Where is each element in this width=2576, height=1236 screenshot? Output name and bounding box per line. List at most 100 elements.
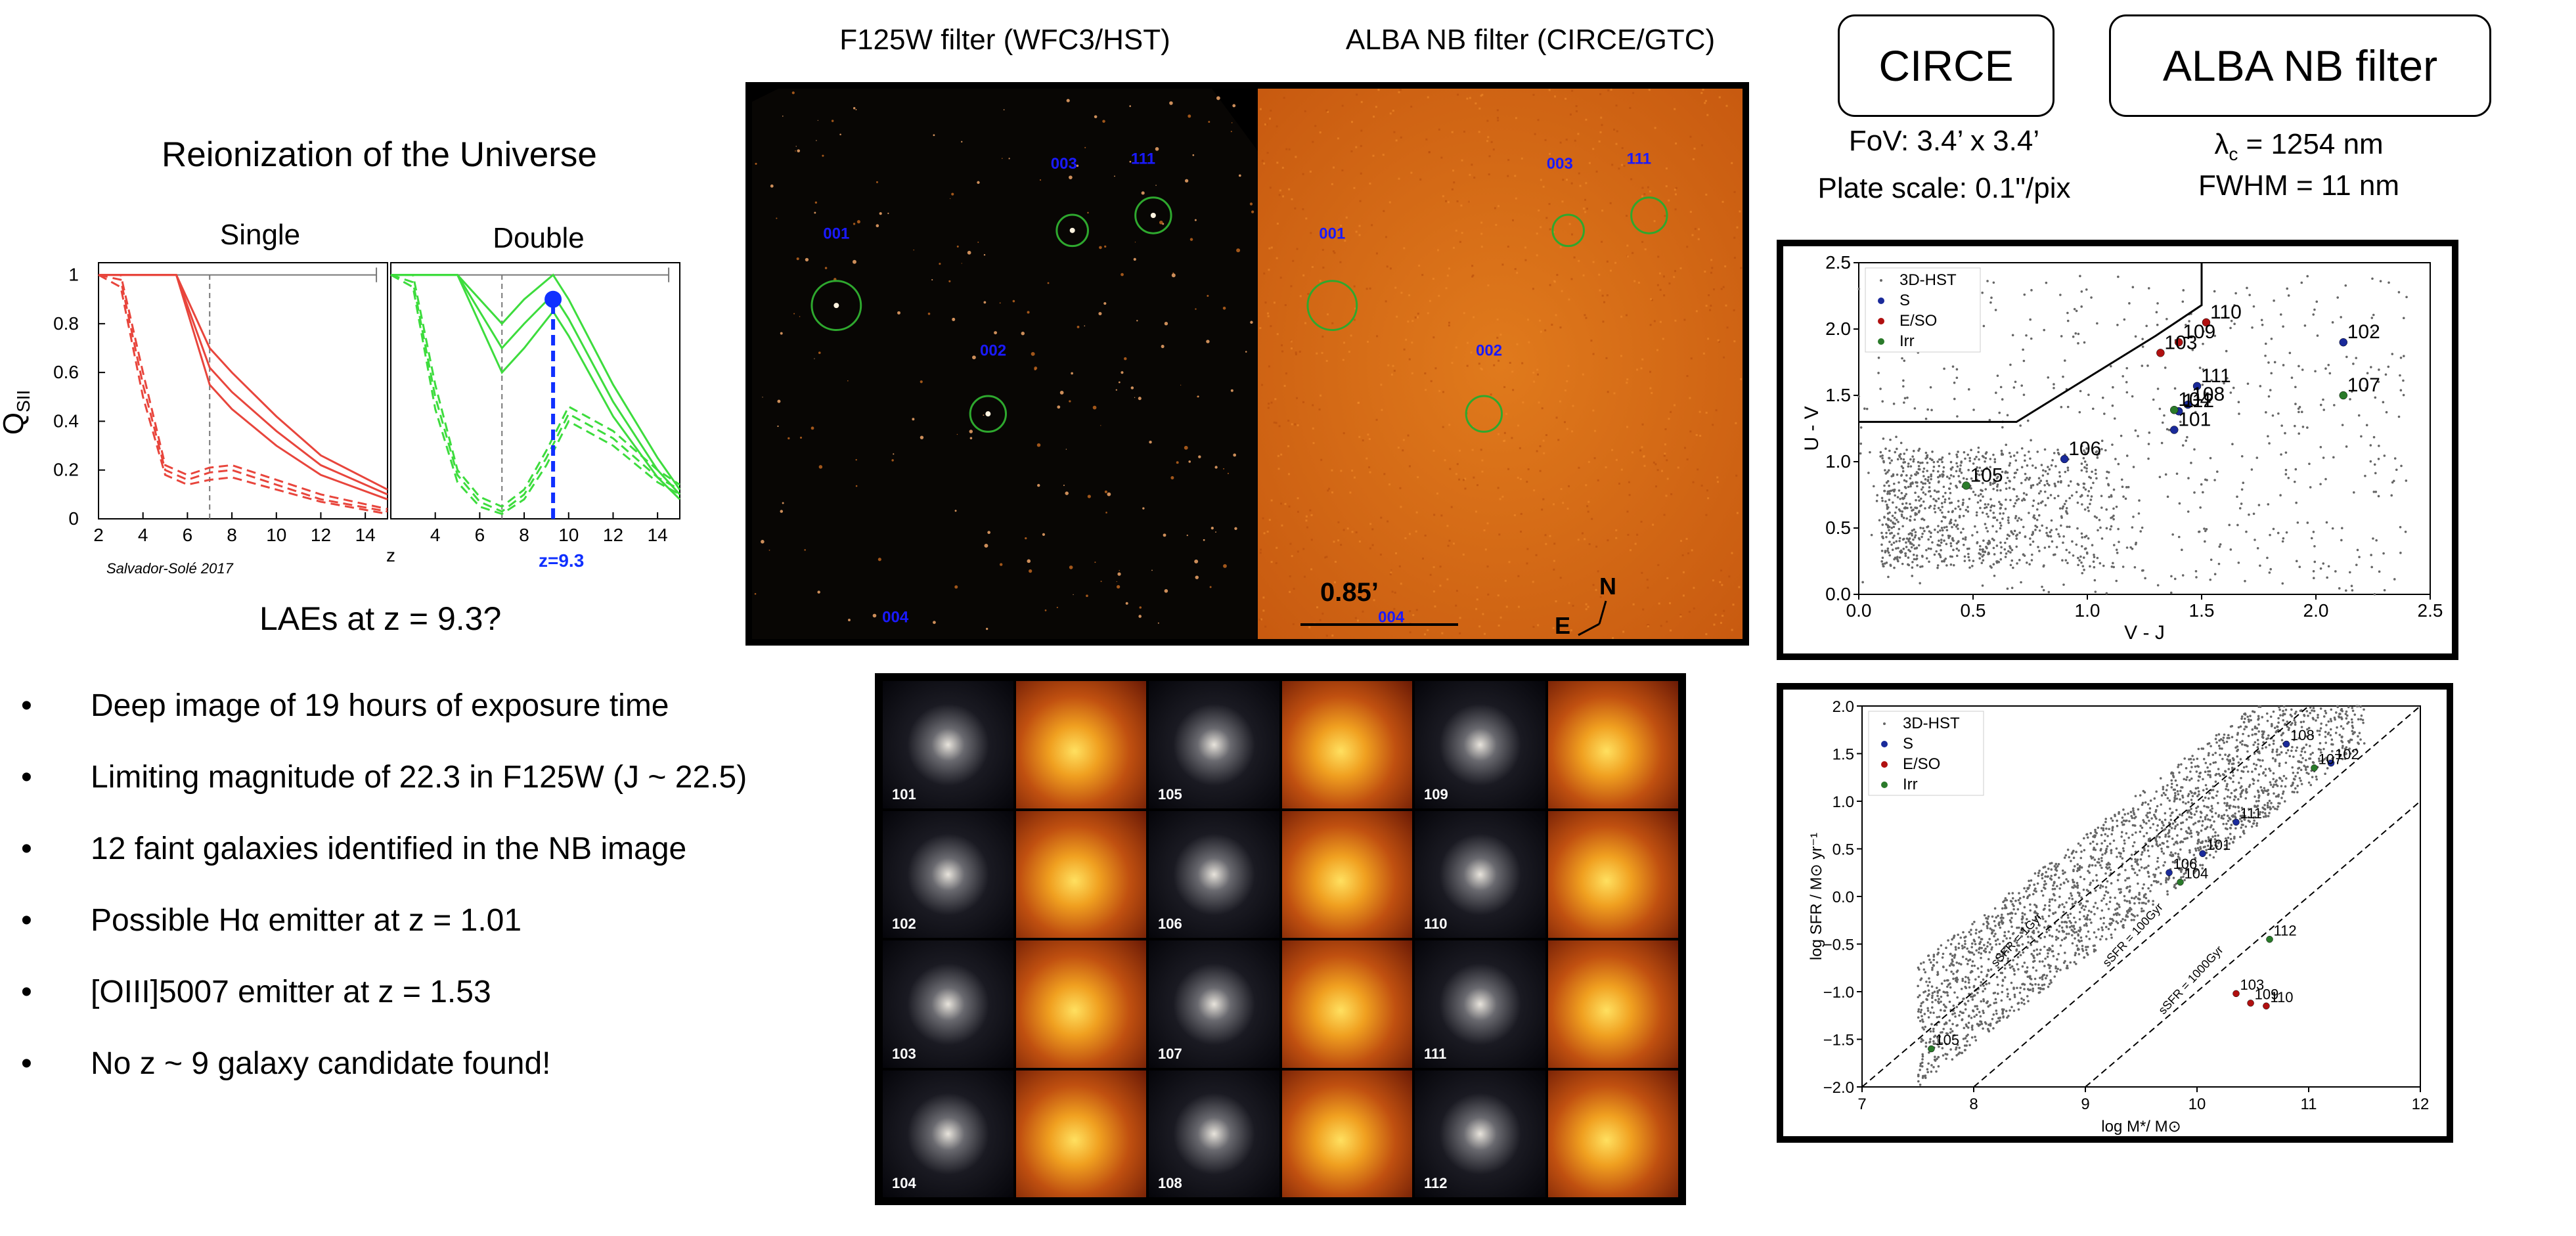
- bg-point: [2136, 914, 2139, 917]
- nb-noise: [1487, 593, 1490, 596]
- nb-noise: [1622, 630, 1625, 633]
- bg-point: [2265, 738, 2268, 741]
- nb-noise: [1693, 147, 1696, 150]
- bg-point: [1920, 962, 1922, 965]
- bg-point: [1945, 979, 1949, 982]
- nb-noise: [1521, 362, 1524, 364]
- bg-point: [2052, 884, 2054, 887]
- bg-point: [1951, 1058, 1954, 1061]
- bg-point: [1964, 940, 1966, 942]
- bg-point: [1999, 552, 2003, 554]
- bg-point: [2080, 462, 2083, 465]
- field-images: 0010010020020030031111110040041041041051…: [752, 89, 1743, 977]
- bg-point: [2157, 866, 2160, 869]
- field-star: [1118, 381, 1121, 384]
- bg-point: [2282, 705, 2286, 708]
- bg-point: [2056, 967, 2059, 971]
- y-tick-label: 1.5: [1825, 385, 1851, 405]
- nb-noise: [1270, 246, 1273, 249]
- nb-noise: [1712, 579, 1714, 582]
- bg-point: [2156, 824, 2159, 827]
- bg-point: [2273, 361, 2276, 364]
- bg-point: [2131, 896, 2133, 899]
- bg-point: [2187, 811, 2189, 814]
- bg-point: [2080, 532, 2083, 535]
- bg-point: [2082, 482, 2085, 485]
- field-star: [1059, 391, 1064, 395]
- bg-point: [1975, 949, 1978, 952]
- nb-noise: [1355, 146, 1358, 148]
- bg-point: [2104, 886, 2108, 889]
- nb-noise: [1666, 477, 1669, 480]
- bg-point: [2236, 749, 2238, 753]
- bg-point: [1915, 481, 1917, 484]
- bg-point: [1972, 560, 1975, 562]
- nb-noise: [1664, 443, 1666, 446]
- nb-noise: [1369, 471, 1371, 474]
- bg-point: [2201, 384, 2204, 386]
- nb-noise: [1408, 465, 1411, 468]
- bg-point: [2044, 470, 2047, 473]
- bg-point: [2157, 881, 2160, 883]
- bg-point: [1982, 990, 1984, 993]
- nb-noise: [1592, 584, 1595, 586]
- nb-noise: [1351, 531, 1354, 533]
- bg-point: [2290, 708, 2293, 711]
- bg-point: [2009, 919, 2012, 922]
- bg-point: [1982, 978, 1985, 981]
- bg-point: [2010, 531, 2013, 534]
- nb-noise: [1309, 170, 1312, 173]
- bg-point: [2133, 841, 2136, 844]
- bg-point: [1938, 475, 1942, 477]
- bg-point: [2014, 938, 2017, 942]
- bg-point: [2313, 308, 2316, 311]
- field-star: [887, 212, 889, 215]
- bg-point: [2139, 858, 2143, 861]
- nb-noise: [1283, 385, 1286, 387]
- bg-point: [1968, 460, 1972, 462]
- bg-point: [2261, 323, 2264, 326]
- bg-point: [2105, 938, 2108, 940]
- bg-point: [2308, 745, 2311, 747]
- nb-noise: [1733, 257, 1736, 259]
- nb-noise: [1733, 236, 1736, 239]
- bg-point: [2058, 887, 2061, 890]
- nb-noise: [1495, 223, 1498, 226]
- field-star: [1151, 569, 1153, 571]
- nb-noise: [1632, 252, 1634, 254]
- field-star: [1186, 535, 1188, 537]
- bg-point: [1981, 584, 1984, 587]
- nb-noise: [1735, 422, 1737, 424]
- stamp-label: 106: [1158, 916, 1182, 932]
- bg-point: [2360, 435, 2363, 438]
- bg-point: [2223, 844, 2227, 847]
- nb-noise: [1442, 391, 1444, 393]
- bg-point: [2158, 475, 2162, 479]
- nb-noise: [1471, 265, 1474, 267]
- bg-point: [1957, 475, 1960, 477]
- bg-point: [1947, 537, 1950, 539]
- bg-point: [2186, 837, 2189, 840]
- bg-point: [1997, 966, 2000, 969]
- nb-noise: [1548, 152, 1551, 155]
- bg-point: [2287, 728, 2290, 732]
- bg-point: [2002, 512, 2005, 515]
- nb-noise: [1695, 310, 1698, 313]
- bg-point: [2133, 902, 2136, 905]
- bg-point: [2219, 738, 2223, 741]
- bg-point: [2093, 948, 2096, 951]
- bg-point: [2183, 879, 2186, 881]
- nb-noise: [1588, 500, 1590, 503]
- bg-point: [2089, 502, 2091, 506]
- bg-point: [2351, 707, 2354, 709]
- field-star: [1056, 606, 1058, 609]
- bg-point: [1905, 537, 1909, 540]
- nb-noise: [1528, 341, 1530, 343]
- field-star: [1094, 115, 1098, 119]
- nb-noise: [1559, 577, 1562, 579]
- bg-point: [1980, 965, 1983, 968]
- bg-point: [1970, 1036, 1974, 1039]
- bg-point: [1963, 936, 1966, 939]
- bg-point: [2276, 531, 2280, 535]
- bg-point: [1969, 933, 1972, 936]
